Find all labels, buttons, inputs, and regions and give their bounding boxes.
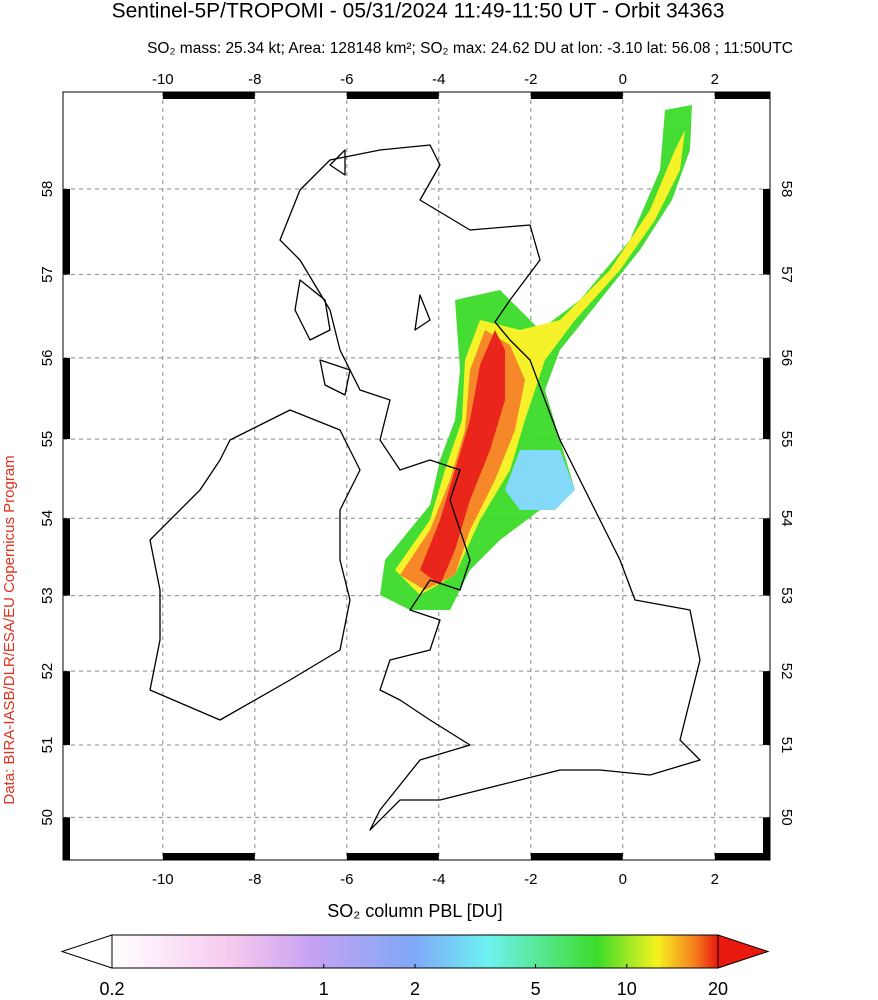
lat-tick-label: 51 [778,737,795,754]
frame-bar [714,853,770,860]
colorbar-under [60,934,113,969]
frame-bar [63,817,70,860]
colorbar-label: SO₂ column PBL [DU] [327,901,502,921]
frame-bar [162,853,255,860]
lon-tick-label: -6 [340,871,353,888]
lat-tick-label: 50 [39,809,56,826]
coastlines [149,144,701,831]
frame-bar [763,188,770,275]
lon-tick-label: -10 [152,71,174,88]
lat-tick-label: 58 [39,181,56,198]
frame-bar [63,518,70,596]
colorbar-tick-label: 20 [708,979,728,999]
frame-bar [763,817,770,860]
lat-tick-label: 57 [39,266,56,283]
lat-tick-label: 53 [39,587,56,604]
map-area [63,92,770,860]
frame-bar [763,357,770,440]
colorbar-tick-label: 10 [617,979,637,999]
frame-bar [162,92,255,99]
lat-tick-label: 52 [39,663,56,680]
lon-tick-label: -2 [524,871,537,888]
colorbar: SO₂ column PBL [DU] 0.2 1 2 5 10 20 [60,901,770,999]
lat-tick-label: 50 [778,809,795,826]
colorbar-tick-label: 5 [531,979,541,999]
lat-tick-label: 53 [778,587,795,604]
colorbar-tick-label: 0.2 [99,979,124,999]
lat-tick-label: 58 [778,181,795,198]
lat-tick-label: 56 [39,350,56,367]
lat-tick-label: 55 [778,431,795,448]
frame-bar [530,92,623,99]
lon-tick-label: -6 [340,71,353,88]
so2-plume [380,105,692,610]
title: Sentinel-5P/TROPOMI - 05/31/2024 11:49-1… [112,0,725,23]
lat-tick-label: 51 [39,737,56,754]
lon-tick-label: 0 [619,871,627,888]
colorbar-tick-label: 2 [410,979,420,999]
frame-bar [63,671,70,746]
frame-bar [763,518,770,596]
lon-tick-label: 0 [619,71,627,88]
credit: Data: BIRA-IASB/DLR/ESA/EU Copernicus Pr… [1,455,18,804]
frame-bar [63,357,70,440]
lon-tick-label: -10 [152,871,174,888]
frame-bar [63,188,70,275]
colorbar-bar [111,934,719,969]
subtitle: SO₂ mass: 25.34 kt; Area: 128148 km²; SO… [147,40,793,57]
frame-bar [346,853,439,860]
colorbar-tick-label: 1 [319,979,329,999]
colorbar-over [717,934,770,969]
frame-bar [763,671,770,746]
lon-tick-label: -2 [524,71,537,88]
lat-tick-label: 57 [778,266,795,283]
lon-tick-label: -4 [432,871,445,888]
lat-tick-label: 54 [39,510,56,527]
lon-tick-label: 2 [711,871,719,888]
lon-tick-label: -8 [248,71,261,88]
lat-tick-label: 56 [778,350,795,367]
lon-tick-label: -4 [432,71,445,88]
frame-bar [530,853,623,860]
lon-tick-label: -8 [248,871,261,888]
lat-tick-label: 54 [778,510,795,527]
frame-bar [346,92,439,99]
lat-tick-label: 52 [778,663,795,680]
frame-bar [714,92,770,99]
frame-ticks: -10 -10 -8 -8 -6 -6 -4 -4 -2 -2 0 0 2 2 50 50 51 51 52 52 53… [39,71,795,888]
lat-tick-label: 55 [39,431,56,448]
lon-tick-label: 2 [711,71,719,88]
